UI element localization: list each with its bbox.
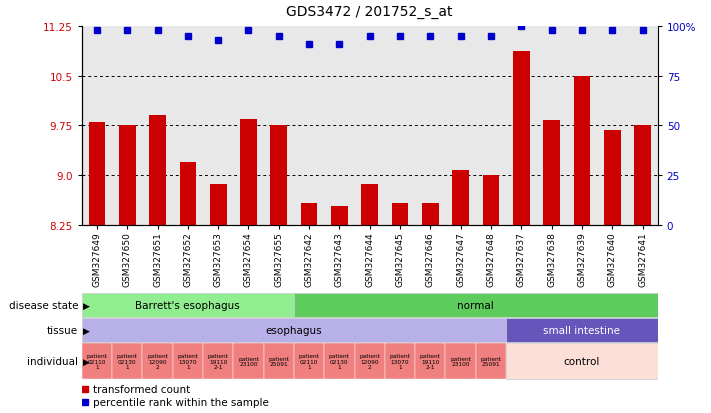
Text: patient
02110
1: patient 02110 1 — [87, 354, 107, 369]
Bar — [264, 344, 294, 379]
Bar — [294, 344, 324, 379]
Bar — [506, 344, 658, 379]
Text: esophagus: esophagus — [266, 325, 322, 335]
Bar — [294, 294, 658, 318]
Bar — [142, 344, 173, 379]
Bar — [112, 344, 142, 379]
Bar — [483, 176, 499, 225]
Text: patient
25091: patient 25091 — [481, 356, 501, 367]
Text: small intestine: small intestine — [543, 325, 621, 335]
Text: patient
25091: patient 25091 — [268, 356, 289, 367]
Bar — [506, 318, 658, 342]
Bar — [422, 204, 439, 225]
Bar — [513, 52, 530, 225]
Text: patient
02130
1: patient 02130 1 — [329, 354, 350, 369]
Bar — [446, 344, 476, 379]
Text: ▶: ▶ — [83, 357, 90, 366]
Text: patient
19110
2-1: patient 19110 2-1 — [420, 354, 441, 369]
Bar — [301, 203, 317, 225]
Text: patient
02130
1: patient 02130 1 — [117, 354, 138, 369]
Text: percentile rank within the sample: percentile rank within the sample — [93, 397, 269, 407]
Bar — [415, 344, 446, 379]
Bar — [385, 344, 415, 379]
Text: control: control — [564, 356, 600, 366]
Text: ▶: ▶ — [83, 326, 90, 335]
Text: patient
19110
2-1: patient 19110 2-1 — [208, 354, 229, 369]
Text: patient
02110
1: patient 02110 1 — [299, 354, 319, 369]
Bar — [270, 126, 287, 225]
Text: normal: normal — [457, 301, 494, 311]
Bar — [240, 120, 257, 225]
Bar — [361, 184, 378, 225]
Bar — [210, 184, 227, 225]
Bar — [574, 76, 590, 225]
Bar — [179, 162, 196, 225]
Bar — [355, 344, 385, 379]
Bar — [203, 344, 233, 379]
Text: patient
23100: patient 23100 — [450, 356, 471, 367]
Bar — [149, 116, 166, 225]
Text: GDS3472 / 201752_s_at: GDS3472 / 201752_s_at — [287, 5, 453, 19]
Bar — [119, 126, 136, 225]
Bar — [89, 123, 105, 225]
Text: patient
12090
2: patient 12090 2 — [147, 354, 168, 369]
Text: patient
13070
1: patient 13070 1 — [178, 354, 198, 369]
Bar — [324, 344, 355, 379]
Bar — [82, 294, 294, 318]
Bar — [173, 344, 203, 379]
Bar — [82, 318, 506, 342]
Bar — [634, 126, 651, 225]
Text: transformed count: transformed count — [93, 384, 191, 394]
Text: disease state: disease state — [9, 301, 78, 311]
Bar — [452, 171, 469, 225]
Text: Barrett's esophagus: Barrett's esophagus — [136, 301, 240, 311]
Bar — [233, 344, 264, 379]
Bar — [82, 344, 112, 379]
Text: patient
23100: patient 23100 — [238, 356, 259, 367]
Bar — [476, 344, 506, 379]
Bar — [543, 121, 560, 225]
Text: tissue: tissue — [47, 325, 78, 335]
Bar — [604, 131, 621, 225]
Text: patient
12090
2: patient 12090 2 — [359, 354, 380, 369]
Text: patient
13070
1: patient 13070 1 — [390, 354, 410, 369]
Text: ▶: ▶ — [83, 301, 90, 310]
Bar — [392, 204, 408, 225]
Text: individual: individual — [27, 356, 78, 366]
Bar — [331, 206, 348, 225]
